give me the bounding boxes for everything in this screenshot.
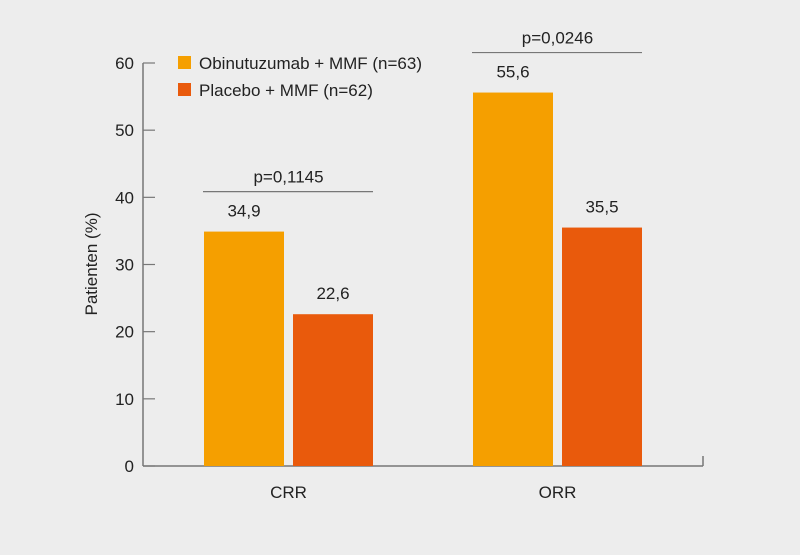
data-label: 35,5 xyxy=(585,198,618,217)
bar xyxy=(562,227,642,466)
y-tick-label: 60 xyxy=(115,54,134,73)
bar xyxy=(293,314,373,466)
y-tick-label: 20 xyxy=(115,323,134,342)
legend-label: Placebo + MMF (n=62) xyxy=(199,81,373,100)
data-label: 55,6 xyxy=(496,63,529,82)
bar xyxy=(473,92,553,466)
y-tick-label: 0 xyxy=(125,457,134,476)
data-label: 22,6 xyxy=(316,284,349,303)
legend-swatch xyxy=(178,83,191,96)
x-tick-label: ORR xyxy=(539,483,577,502)
y-tick-label: 50 xyxy=(115,121,134,140)
bar xyxy=(204,231,284,466)
y-tick-label: 10 xyxy=(115,390,134,409)
legend-swatch xyxy=(178,56,191,69)
data-label: 34,9 xyxy=(227,202,260,221)
legend: Obinutuzumab + MMF (n=63) Placebo + MMF (… xyxy=(178,54,422,100)
p-value-label: p=0,0246 xyxy=(522,29,593,48)
legend-label: Obinutuzumab + MMF (n=63) xyxy=(199,54,422,73)
y-tick-label: 30 xyxy=(115,256,134,275)
x-tick-label: CRR xyxy=(270,483,307,502)
y-tick-label: 40 xyxy=(115,188,134,207)
y-axis-label: Patienten (%) xyxy=(82,213,101,316)
p-value-label: p=0,1145 xyxy=(253,168,323,187)
